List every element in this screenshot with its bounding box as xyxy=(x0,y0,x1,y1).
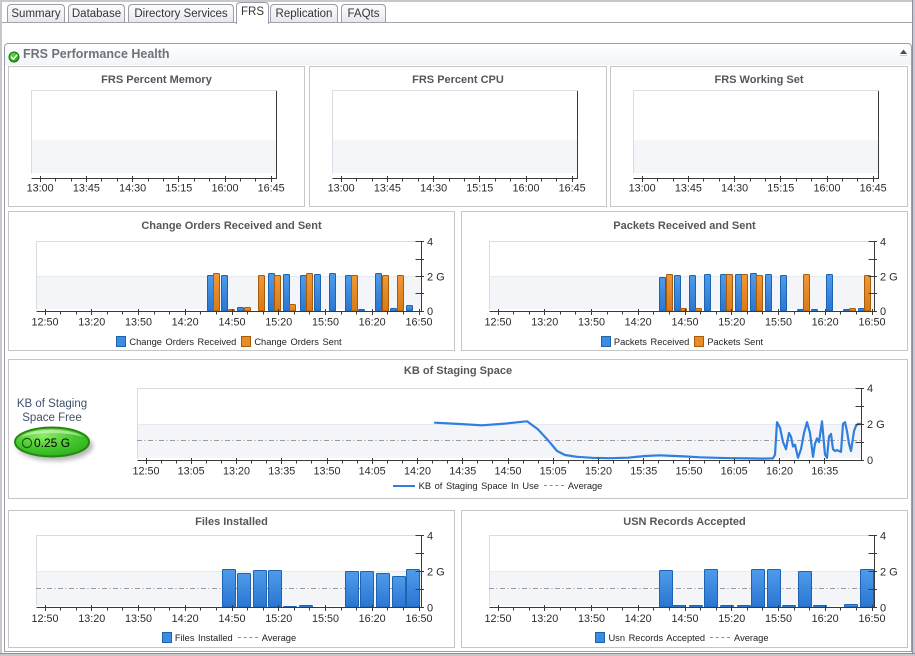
svg-text:13:00: 13:00 xyxy=(328,183,355,195)
svg-text:16:45: 16:45 xyxy=(559,183,586,195)
svg-text:16:20: 16:20 xyxy=(766,466,793,478)
svg-text:15:20: 15:20 xyxy=(265,613,292,625)
svg-text:16:35: 16:35 xyxy=(811,466,838,478)
svg-text:14:50: 14:50 xyxy=(671,613,698,625)
svg-text:15:15: 15:15 xyxy=(466,183,493,195)
svg-text:12:50: 12:50 xyxy=(484,613,511,625)
svg-text:0.25 G: 0.25 G xyxy=(34,436,70,450)
svg-text:4: 4 xyxy=(880,531,886,543)
svg-text:13:45: 13:45 xyxy=(675,183,702,195)
svg-text:14:50: 14:50 xyxy=(494,466,521,478)
svg-text:15:50: 15:50 xyxy=(765,317,792,329)
svg-text:4: 4 xyxy=(867,383,873,395)
svg-text:13:50: 13:50 xyxy=(578,317,605,329)
svg-text:15:15: 15:15 xyxy=(165,183,192,195)
svg-text:14:50: 14:50 xyxy=(671,317,698,329)
svg-text:0: 0 xyxy=(427,603,433,615)
svg-text:16:20: 16:20 xyxy=(812,317,839,329)
svg-text:13:20: 13:20 xyxy=(531,317,558,329)
svg-text:14:50: 14:50 xyxy=(218,317,245,329)
svg-text:13:20: 13:20 xyxy=(78,317,105,329)
svg-text:16:45: 16:45 xyxy=(860,183,887,195)
svg-text:12:50: 12:50 xyxy=(31,317,58,329)
svg-text:13:50: 13:50 xyxy=(313,466,340,478)
svg-text:15:15: 15:15 xyxy=(767,183,794,195)
svg-text:2 G: 2 G xyxy=(427,271,445,283)
svg-text:14:20: 14:20 xyxy=(172,317,199,329)
svg-text:13:35: 13:35 xyxy=(268,466,295,478)
svg-text:14:20: 14:20 xyxy=(625,317,652,329)
svg-text:0: 0 xyxy=(880,306,886,318)
svg-text:15:50: 15:50 xyxy=(312,613,339,625)
svg-text:13:50: 13:50 xyxy=(125,613,152,625)
svg-text:4: 4 xyxy=(427,237,433,249)
svg-text:13:20: 13:20 xyxy=(531,613,558,625)
svg-text:16:20: 16:20 xyxy=(359,317,386,329)
svg-text:KB of Staging: KB of Staging xyxy=(17,398,87,410)
svg-text:13:00: 13:00 xyxy=(629,183,656,195)
svg-text:15:50: 15:50 xyxy=(765,613,792,625)
svg-text:14:05: 14:05 xyxy=(359,466,386,478)
svg-text:2 G: 2 G xyxy=(880,271,898,283)
svg-text:16:00: 16:00 xyxy=(813,183,840,195)
svg-text:15:50: 15:50 xyxy=(312,317,339,329)
svg-text:16:00: 16:00 xyxy=(512,183,539,195)
svg-text:15:05: 15:05 xyxy=(540,466,567,478)
svg-text:12:50: 12:50 xyxy=(31,613,58,625)
svg-text:16:00: 16:00 xyxy=(211,183,238,195)
svg-text:13:00: 13:00 xyxy=(27,183,54,195)
svg-text:16:45: 16:45 xyxy=(258,183,285,195)
svg-text:13:05: 13:05 xyxy=(178,466,205,478)
svg-text:14:30: 14:30 xyxy=(721,183,748,195)
svg-text:16:05: 16:05 xyxy=(721,466,748,478)
svg-text:15:35: 15:35 xyxy=(630,466,657,478)
svg-text:14:35: 14:35 xyxy=(449,466,476,478)
svg-text:16:50: 16:50 xyxy=(405,317,432,329)
svg-text:16:50: 16:50 xyxy=(405,613,432,625)
svg-text:12:50: 12:50 xyxy=(484,317,511,329)
svg-text:12:50: 12:50 xyxy=(132,466,159,478)
svg-text:15:20: 15:20 xyxy=(718,613,745,625)
svg-text:14:20: 14:20 xyxy=(172,613,199,625)
svg-text:16:50: 16:50 xyxy=(858,613,885,625)
svg-text:13:20: 13:20 xyxy=(78,613,105,625)
svg-text:Space Free: Space Free xyxy=(22,412,81,424)
svg-text:13:50: 13:50 xyxy=(578,613,605,625)
svg-text:15:20: 15:20 xyxy=(265,317,292,329)
svg-text:14:20: 14:20 xyxy=(404,466,431,478)
svg-text:2 G: 2 G xyxy=(880,567,898,579)
svg-text:0: 0 xyxy=(880,603,886,615)
svg-text:2 G: 2 G xyxy=(427,567,445,579)
svg-text:13:45: 13:45 xyxy=(73,183,100,195)
svg-text:13:20: 13:20 xyxy=(223,466,250,478)
svg-text:15:50: 15:50 xyxy=(675,466,702,478)
svg-text:14:50: 14:50 xyxy=(218,613,245,625)
svg-text:16:20: 16:20 xyxy=(359,613,386,625)
svg-text:14:20: 14:20 xyxy=(625,613,652,625)
svg-text:4: 4 xyxy=(427,531,433,543)
svg-text:4: 4 xyxy=(880,237,886,249)
svg-text:15:20: 15:20 xyxy=(585,466,612,478)
svg-text:0: 0 xyxy=(867,455,873,467)
svg-text:2 G: 2 G xyxy=(867,419,885,431)
svg-text:16:50: 16:50 xyxy=(858,317,885,329)
svg-text:13:50: 13:50 xyxy=(125,317,152,329)
svg-text:13:45: 13:45 xyxy=(374,183,401,195)
svg-text:14:30: 14:30 xyxy=(119,183,146,195)
svg-text:16:20: 16:20 xyxy=(812,613,839,625)
svg-text:14:30: 14:30 xyxy=(420,183,447,195)
svg-text:15:20: 15:20 xyxy=(718,317,745,329)
svg-text:0: 0 xyxy=(427,306,433,318)
